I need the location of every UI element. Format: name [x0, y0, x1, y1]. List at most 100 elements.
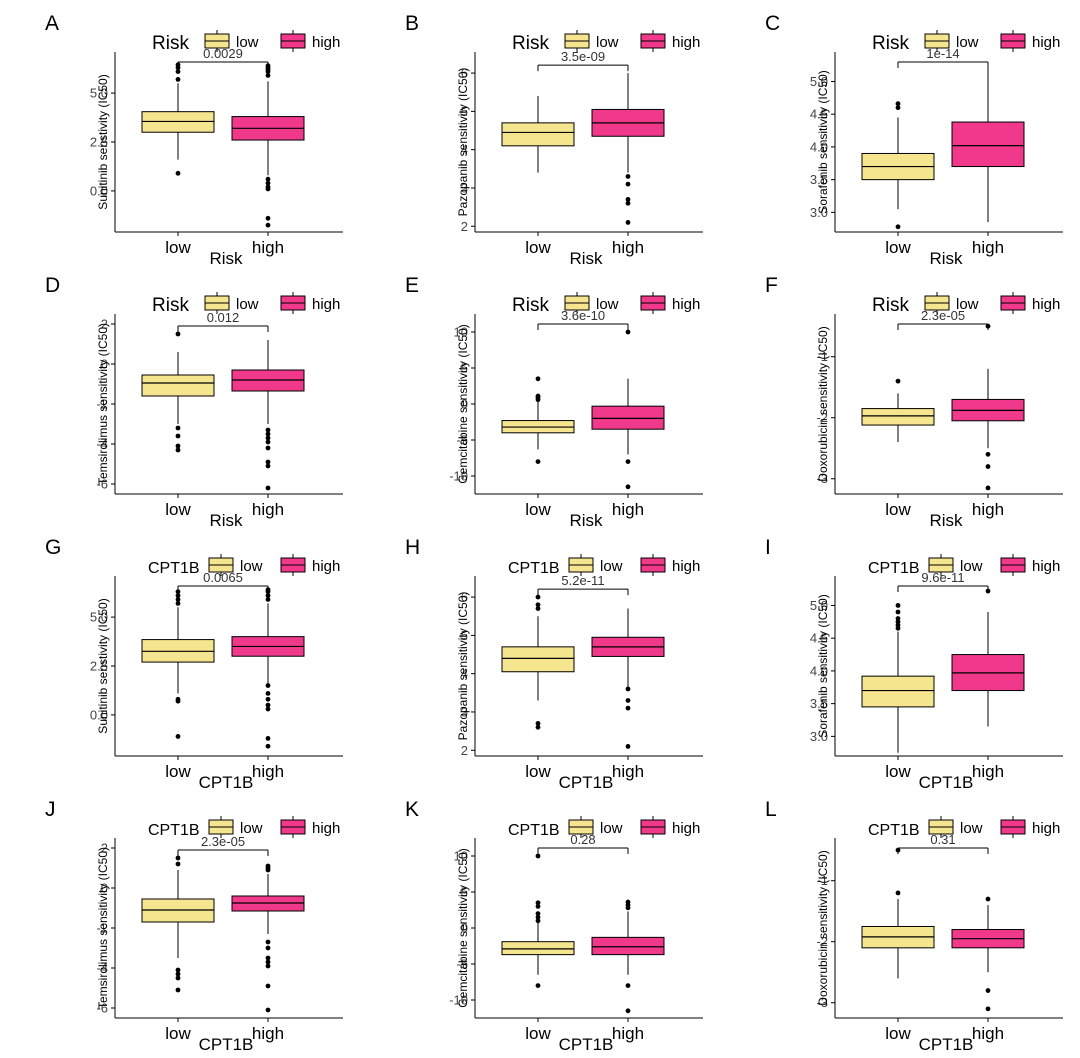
legend-label-low: low: [596, 34, 619, 51]
panel-letter: L: [765, 798, 777, 821]
legend-label-low: low: [960, 558, 983, 575]
outlier-point: [265, 1007, 271, 1013]
y-axis-label: Pazopanib sensitivity (IC50): [456, 592, 470, 741]
legend-label-high: high: [312, 296, 340, 313]
legend-label-low: low: [236, 296, 259, 313]
x-axis-label: Risk: [209, 511, 243, 530]
legend-label-low: low: [600, 820, 623, 837]
outlier-point: [985, 988, 991, 993]
box-iqr: [591, 936, 665, 956]
outlier-point: [625, 698, 631, 703]
box-low: [141, 589, 215, 739]
box-iqr: [501, 646, 575, 673]
legend-label-high: high: [1032, 558, 1060, 575]
x-axis-label: CPT1B: [199, 773, 254, 792]
outlier-point: [265, 735, 271, 741]
legend: CPT1B low high: [508, 816, 700, 839]
y-tick-label: -1: [816, 349, 828, 364]
outlier-point: [265, 593, 271, 598]
y-tick-label: 0: [101, 357, 108, 372]
significance-bracket: 0.0065: [177, 570, 269, 592]
legend-key-low: [208, 816, 234, 838]
legend-key-low: [564, 292, 590, 314]
box-low: [501, 376, 575, 464]
x-tick-label-low: low: [165, 1024, 191, 1043]
box-high: [231, 63, 305, 228]
legend-label-low: low: [240, 558, 263, 575]
significance-bracket: 3.6e-10: [537, 308, 629, 330]
outlier-point: [265, 939, 271, 945]
outlier-point: [175, 593, 181, 598]
box-iqr: [501, 122, 575, 147]
legend-key-low: [924, 292, 950, 314]
legend-label-low: low: [596, 296, 619, 313]
p-value-label: 0.28: [570, 832, 595, 847]
outlier-point: [175, 855, 181, 861]
legend-key-low: [924, 30, 950, 52]
y-tick-label: 0.0: [90, 183, 108, 198]
y-tick-label: 3: [461, 180, 468, 195]
legend-key-low: [568, 554, 594, 576]
outlier-point: [265, 959, 271, 965]
outlier-point: [265, 955, 271, 961]
legend-key-high: [280, 292, 306, 314]
outlier-point: [625, 983, 631, 988]
panel-letter: C: [765, 12, 780, 35]
y-axis-label: Pazopanib sensitivity (IC50): [456, 68, 470, 217]
p-value-label: 1e-14: [926, 46, 959, 61]
outlier-point: [535, 853, 541, 859]
outlier-point: [265, 983, 271, 989]
outlier-point: [985, 1006, 991, 1012]
legend: CPT1B low high: [148, 554, 340, 577]
y-axis-label: Gemcitabine sensitivity (IC50): [456, 324, 470, 483]
x-tick-label-high: high: [612, 1024, 644, 1043]
box-high: [591, 899, 665, 1014]
outlier-point: [535, 602, 541, 608]
outlier-point: [535, 393, 541, 399]
y-tick-label: 10: [454, 849, 468, 864]
legend: Risk low high: [872, 30, 1060, 54]
x-tick-label-low: low: [165, 238, 191, 257]
y-tick-label: 5.0: [90, 86, 108, 101]
x-axis-label: CPT1B: [559, 773, 614, 792]
box-high: [951, 323, 1025, 491]
x-tick-label-high: high: [612, 762, 644, 781]
box-high: [951, 588, 1025, 727]
p-value-label: 0.0065: [203, 570, 243, 585]
outlier-point: [265, 222, 271, 228]
p-value-label: 0.31: [930, 832, 955, 847]
box-low: [141, 331, 215, 453]
outlier-point: [895, 603, 901, 608]
outlier-point: [535, 911, 541, 916]
outlier-point: [985, 451, 991, 457]
y-tick-label: -4: [96, 961, 108, 976]
legend-label-high: high: [672, 34, 700, 51]
outlier-point: [535, 724, 541, 730]
legend: Risk low high: [152, 30, 340, 54]
outlier-point: [535, 900, 541, 906]
outlier-point: [175, 600, 181, 606]
panel-letter: D: [45, 274, 60, 297]
outlier-point: [265, 459, 271, 465]
legend-key-high: [640, 292, 666, 314]
y-tick-label: 5: [461, 104, 468, 119]
y-tick-label: -3: [816, 995, 828, 1010]
legend-key-high: [640, 816, 666, 838]
legend-label-high: high: [672, 820, 700, 837]
outlier-point: [175, 447, 181, 453]
outlier-point: [625, 705, 631, 711]
legend-key-high: [1000, 30, 1026, 52]
legend-key-high: [1000, 292, 1026, 314]
outlier-point: [265, 180, 271, 186]
x-axis-label: Risk: [209, 249, 243, 268]
significance-bracket: 0.012: [177, 310, 269, 332]
legend-label-low: low: [600, 558, 623, 575]
outlier-point: [535, 376, 541, 382]
significance-bracket: 3.5e-09: [537, 49, 629, 72]
x-tick-label-low: low: [885, 762, 911, 781]
